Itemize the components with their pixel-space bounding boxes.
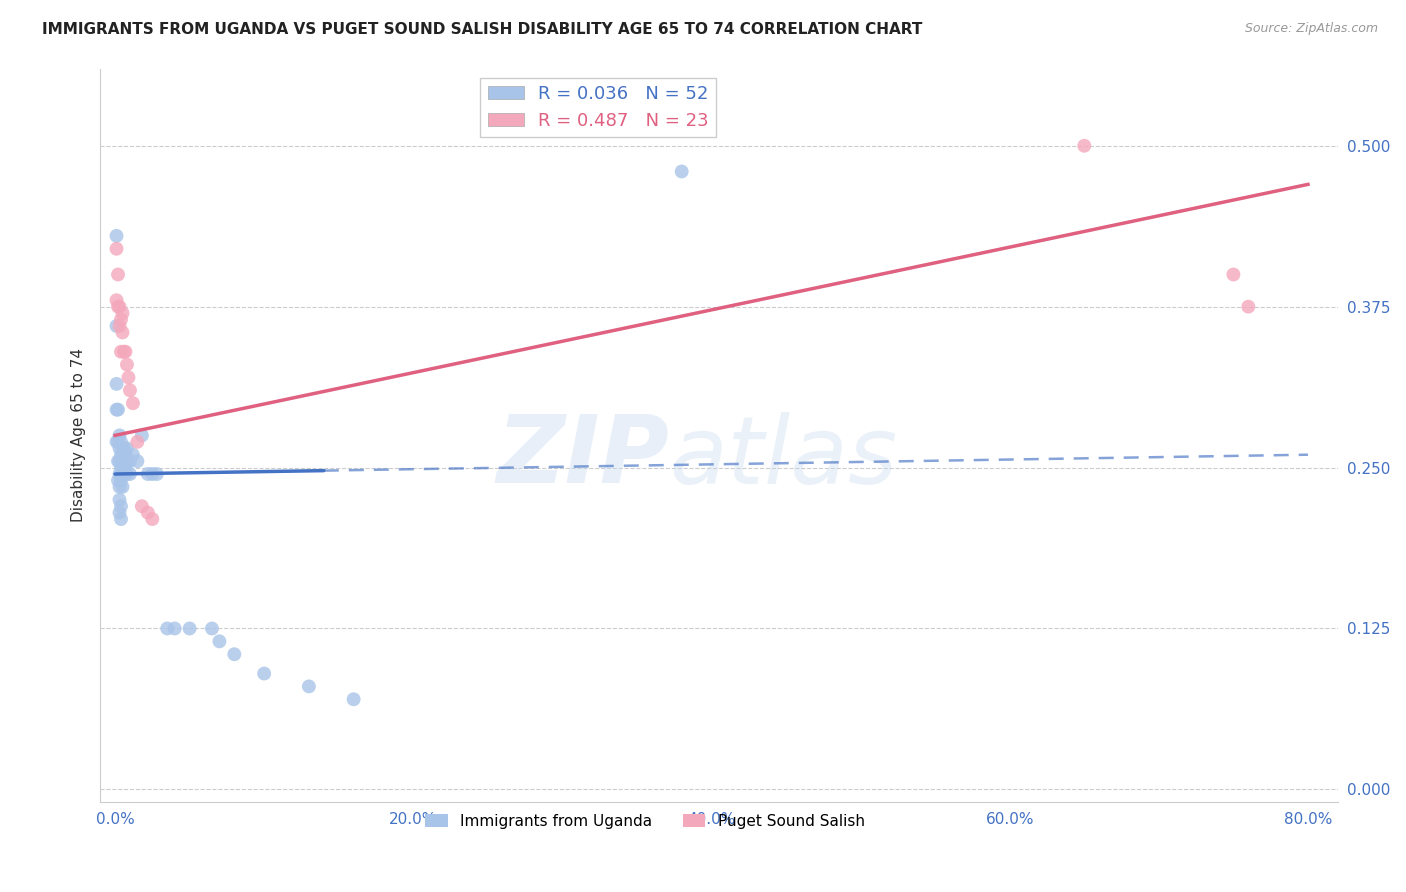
Point bbox=[111, 442, 134, 456]
Point bbox=[108, 467, 131, 481]
Point bbox=[122, 448, 145, 462]
Point bbox=[108, 454, 131, 468]
Point bbox=[114, 448, 136, 462]
Point bbox=[122, 396, 145, 410]
Legend: Immigrants from Uganda, Puget Sound Salish: Immigrants from Uganda, Puget Sound Sali… bbox=[419, 807, 870, 835]
Point bbox=[115, 467, 138, 481]
Point bbox=[146, 467, 169, 481]
Point bbox=[112, 467, 135, 481]
Point bbox=[108, 442, 131, 456]
Point bbox=[110, 312, 132, 326]
Point bbox=[115, 454, 138, 468]
Point bbox=[105, 293, 128, 308]
Point bbox=[107, 474, 129, 488]
Point bbox=[112, 344, 135, 359]
Point bbox=[111, 467, 134, 481]
Point bbox=[118, 384, 141, 398]
Point bbox=[110, 474, 132, 488]
Point bbox=[107, 454, 129, 468]
Point bbox=[136, 467, 159, 481]
Point bbox=[179, 622, 201, 636]
Point bbox=[141, 512, 163, 526]
Point bbox=[112, 454, 135, 468]
Point bbox=[115, 358, 138, 372]
Point bbox=[105, 242, 128, 256]
Y-axis label: Disability Age 65 to 74: Disability Age 65 to 74 bbox=[72, 349, 86, 523]
Point bbox=[110, 460, 132, 475]
Point bbox=[110, 344, 132, 359]
Point bbox=[298, 680, 321, 694]
Point bbox=[105, 376, 128, 391]
Point bbox=[105, 402, 128, 417]
Text: atlas: atlas bbox=[669, 412, 897, 503]
Point bbox=[1222, 268, 1244, 282]
Point bbox=[110, 499, 132, 513]
Point bbox=[201, 622, 224, 636]
Point bbox=[141, 467, 163, 481]
Point bbox=[163, 622, 186, 636]
Point bbox=[108, 428, 131, 442]
Point bbox=[105, 434, 128, 449]
Point bbox=[110, 448, 132, 462]
Point bbox=[107, 434, 129, 449]
Point bbox=[131, 499, 153, 513]
Point bbox=[117, 370, 139, 384]
Point bbox=[156, 622, 179, 636]
Point bbox=[108, 492, 131, 507]
Point bbox=[343, 692, 366, 706]
Point bbox=[253, 666, 276, 681]
Point bbox=[107, 402, 129, 417]
Point bbox=[105, 318, 128, 333]
Point bbox=[111, 480, 134, 494]
Point bbox=[1073, 138, 1095, 153]
Point bbox=[131, 428, 153, 442]
Point bbox=[110, 512, 132, 526]
Point bbox=[108, 506, 131, 520]
Point bbox=[118, 467, 141, 481]
Point bbox=[115, 442, 138, 456]
Point bbox=[136, 506, 159, 520]
Point bbox=[111, 306, 134, 320]
Point bbox=[105, 228, 128, 243]
Point bbox=[114, 460, 136, 475]
Text: IMMIGRANTS FROM UGANDA VS PUGET SOUND SALISH DISABILITY AGE 65 TO 74 CORRELATION: IMMIGRANTS FROM UGANDA VS PUGET SOUND SA… bbox=[42, 22, 922, 37]
Point bbox=[224, 647, 246, 661]
Text: ZIP: ZIP bbox=[496, 411, 669, 503]
Point bbox=[112, 442, 135, 456]
Point bbox=[114, 344, 136, 359]
Point bbox=[111, 326, 134, 340]
Point bbox=[107, 300, 129, 314]
Point bbox=[118, 454, 141, 468]
Point bbox=[107, 268, 129, 282]
Point bbox=[108, 480, 131, 494]
Point bbox=[110, 434, 132, 449]
Point bbox=[127, 434, 149, 449]
Text: Source: ZipAtlas.com: Source: ZipAtlas.com bbox=[1244, 22, 1378, 36]
Point bbox=[208, 634, 231, 648]
Point bbox=[111, 454, 134, 468]
Point bbox=[1237, 300, 1260, 314]
Point bbox=[671, 164, 693, 178]
Point bbox=[127, 454, 149, 468]
Point bbox=[108, 300, 131, 314]
Point bbox=[108, 318, 131, 333]
